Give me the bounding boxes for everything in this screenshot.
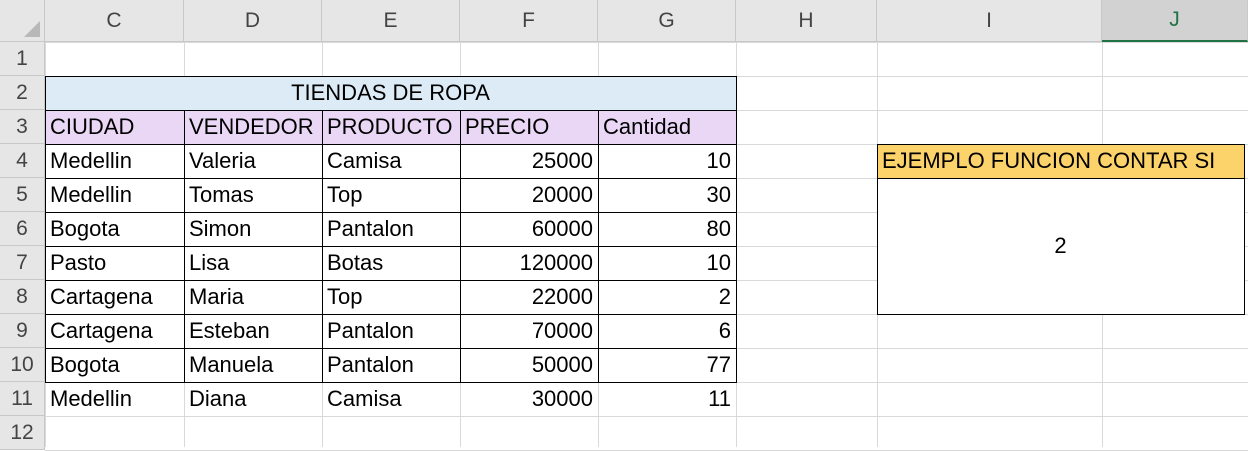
row-header-7[interactable]: 7 — [0, 246, 45, 280]
table-border-horizontal — [45, 110, 737, 111]
table-cell[interactable]: Lisa — [189, 250, 230, 275]
table-cell[interactable]: Top — [327, 182, 363, 207]
table-border-horizontal — [45, 144, 737, 145]
column-header-j[interactable]: J — [1102, 0, 1248, 42]
column-header-h[interactable]: H — [736, 0, 877, 42]
table-header-cell[interactable]: PRECIO — [460, 110, 598, 144]
table-cell[interactable]: 10 — [706, 148, 731, 173]
row-header-10[interactable]: 10 — [0, 348, 45, 382]
table-cell[interactable]: 10 — [706, 250, 731, 275]
table-border-vertical — [45, 76, 46, 383]
column-header-g[interactable]: G — [598, 0, 736, 42]
table-cell[interactable]: 77 — [706, 352, 731, 377]
table-border-horizontal — [45, 178, 737, 179]
example-title[interactable]: EJEMPLO FUNCION CONTAR SI — [877, 144, 1244, 178]
table-border-horizontal — [45, 382, 737, 383]
table-cell[interactable]: Pantalon — [327, 318, 414, 343]
row-header-3[interactable]: 3 — [0, 110, 45, 144]
table-cell[interactable]: 20000 — [531, 182, 593, 207]
row-header-8[interactable]: 8 — [0, 280, 45, 314]
table-border-vertical — [460, 110, 461, 383]
table-border-horizontal — [45, 246, 737, 247]
table-border-vertical — [598, 110, 599, 383]
table-cell[interactable]: Tomas — [189, 182, 254, 207]
select-all-triangle-icon — [24, 21, 40, 37]
table-header-cell[interactable]: VENDEDOR — [184, 110, 322, 144]
table-cell[interactable]: 120000 — [519, 250, 593, 275]
table-header-cell[interactable]: PRODUCTO — [322, 110, 460, 144]
table-cell[interactable]: Simon — [189, 216, 252, 241]
table-cell[interactable]: Top — [327, 284, 363, 309]
table-cell[interactable]: 50000 — [531, 352, 593, 377]
column-header-f[interactable]: F — [460, 0, 598, 42]
table-cell[interactable]: Bogota — [50, 216, 120, 241]
table-cell[interactable]: Medellin — [50, 386, 132, 411]
table-cell[interactable]: Camisa — [327, 148, 402, 173]
table-border-horizontal — [45, 212, 737, 213]
table-cell[interactable]: Bogota — [50, 352, 120, 377]
table-title[interactable]: TIENDAS DE ROPA — [45, 76, 736, 110]
table-border-vertical — [322, 110, 323, 383]
table-header-cell[interactable]: Cantidad — [598, 110, 736, 144]
table-cell[interactable]: Cartagena — [50, 318, 153, 343]
gridline-horizontal — [45, 416, 1248, 417]
example-box-border — [877, 178, 1245, 179]
table-cell[interactable]: Esteban — [189, 318, 270, 343]
gridline-horizontal — [45, 42, 1248, 43]
column-header-e[interactable]: E — [322, 0, 460, 42]
row-header-9[interactable]: 9 — [0, 314, 45, 348]
example-box-border — [1244, 144, 1245, 315]
table-cell[interactable]: Cartagena — [50, 284, 153, 309]
table-cell[interactable]: 2 — [718, 284, 731, 309]
table-cell[interactable]: Pantalon — [327, 216, 414, 241]
table-cell[interactable]: 22000 — [531, 284, 593, 309]
table-border-vertical — [736, 76, 737, 383]
row-header-1[interactable]: 1 — [0, 42, 45, 76]
column-header-i[interactable]: I — [877, 0, 1102, 42]
example-box-border — [877, 314, 1245, 315]
select-all-corner[interactable] — [0, 0, 45, 42]
table-border-horizontal — [45, 314, 737, 315]
table-cell[interactable]: 60000 — [531, 216, 593, 241]
table-cell[interactable]: 25000 — [531, 148, 593, 173]
table-border-horizontal — [45, 280, 737, 281]
table-cell[interactable]: Manuela — [189, 352, 274, 377]
table-cell[interactable]: Medellin — [50, 182, 132, 207]
row-header-4[interactable]: 4 — [0, 144, 45, 178]
example-result[interactable]: 2 — [877, 178, 1244, 314]
row-header-6[interactable]: 6 — [0, 212, 45, 246]
column-header-d[interactable]: D — [184, 0, 322, 42]
example-box-border — [877, 144, 1245, 145]
table-cell[interactable]: Pantalon — [327, 352, 414, 377]
table-cell[interactable]: Diana — [189, 386, 247, 411]
table-border-horizontal — [45, 348, 737, 349]
example-box-border — [877, 144, 878, 315]
table-cell[interactable]: 11 — [708, 386, 731, 411]
table-cell[interactable]: Medellin — [50, 148, 132, 173]
table-cell[interactable]: 6 — [718, 318, 731, 343]
table-cell[interactable]: Camisa — [327, 386, 402, 411]
table-cell[interactable]: 30 — [706, 182, 731, 207]
table-cell[interactable]: 30000 — [531, 386, 593, 411]
table-cell[interactable]: 80 — [706, 216, 731, 241]
row-header-2[interactable]: 2 — [0, 76, 45, 110]
table-header-cell[interactable]: CIUDAD — [45, 110, 184, 144]
table-cell[interactable]: Botas — [327, 250, 384, 275]
row-header-5[interactable]: 5 — [0, 178, 45, 212]
table-cell[interactable]: 70000 — [531, 318, 593, 343]
table-cell[interactable]: Pasto — [50, 250, 107, 275]
column-header-c[interactable]: C — [45, 0, 184, 42]
table-border-vertical — [184, 110, 185, 383]
row-header-11[interactable]: 11 — [0, 382, 45, 416]
table-cell[interactable]: Maria — [189, 284, 245, 309]
table-cell[interactable]: Valeria — [189, 148, 256, 173]
table-border-horizontal — [45, 76, 737, 77]
row-header-12[interactable]: 12 — [0, 416, 45, 450]
